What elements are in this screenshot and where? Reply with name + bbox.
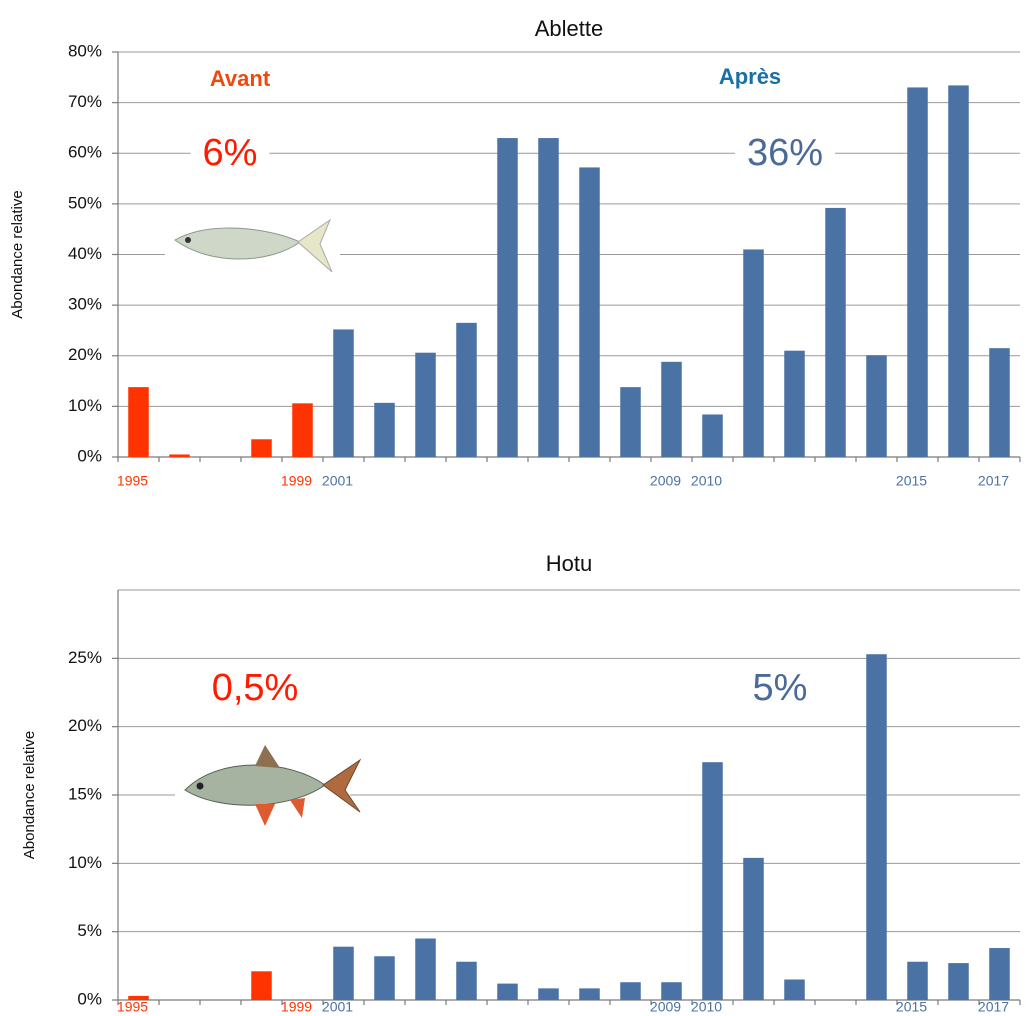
annotation: Avant (210, 66, 271, 91)
bar (415, 938, 436, 1000)
bar (620, 982, 641, 1000)
bar (702, 762, 723, 1000)
annotation: 6% (203, 132, 258, 174)
chart-title: Ablette (535, 16, 604, 41)
x-tick-label: 2001 (322, 999, 353, 1015)
x-tick-label: 2017 (978, 999, 1009, 1015)
bar (661, 361, 682, 457)
bar (825, 207, 846, 457)
annotation-background (197, 65, 283, 91)
fish-fin (255, 804, 275, 826)
bar (784, 979, 805, 1000)
bar (169, 454, 190, 457)
x-tick-label: 2015 (896, 999, 927, 1015)
bar (333, 946, 354, 1000)
x-tick-label: 1995 (117, 999, 148, 1015)
y-tick-label: 0% (77, 446, 102, 465)
y-tick-label: 70% (68, 92, 102, 111)
bar (702, 414, 723, 457)
y-tick-label: 80% (68, 41, 102, 60)
x-tick-label: 1999 (281, 999, 312, 1015)
bar (374, 402, 395, 457)
bar (497, 983, 518, 1000)
bar (907, 961, 928, 1000)
x-tick-label: 2015 (896, 473, 927, 489)
bar (948, 963, 969, 1000)
y-tick-label: 10% (68, 853, 102, 872)
annotation: 36% (747, 132, 823, 174)
bar (743, 857, 764, 1000)
annotation-background (706, 63, 794, 89)
fish-fin (255, 745, 280, 768)
fish-eye (196, 782, 204, 790)
y-tick-label: 20% (68, 716, 102, 735)
x-tick-label: 2009 (650, 999, 681, 1015)
fish-illustration (165, 205, 340, 295)
bar (743, 249, 764, 457)
y-tick-label: 50% (68, 193, 102, 212)
bar (251, 971, 272, 1000)
x-tick-label: 2001 (322, 473, 353, 489)
x-tick-label: 2017 (978, 473, 1009, 489)
y-tick-label: 30% (68, 295, 102, 314)
bar (333, 329, 354, 457)
bar (292, 403, 313, 457)
y-tick-label: 40% (68, 244, 102, 263)
x-tick-label: 1999 (281, 473, 312, 489)
bar (579, 167, 600, 458)
annotation: 5% (753, 667, 808, 709)
y-tick-label: 20% (68, 345, 102, 364)
y-tick-label: 0% (77, 989, 102, 1008)
y-tick-label: 5% (77, 921, 102, 940)
bar (866, 355, 887, 457)
annotation: 0,5% (212, 667, 299, 709)
bar (538, 138, 559, 457)
bar (456, 322, 477, 457)
y-tick-label: 15% (68, 784, 102, 803)
bar (128, 387, 149, 457)
bar (497, 138, 518, 457)
bar (415, 352, 436, 457)
fish-eye (185, 237, 191, 243)
x-tick-label: 2009 (650, 473, 681, 489)
chart-title: Hotu (546, 551, 592, 576)
annotation-background (734, 132, 836, 175)
bar (538, 988, 559, 1000)
x-tick-label: 2010 (691, 473, 722, 489)
bar (579, 988, 600, 1000)
fish-fin (290, 798, 305, 818)
x-tick-label: 1995 (117, 473, 148, 489)
annotation-background (199, 667, 311, 710)
y-tick-label: 10% (68, 396, 102, 415)
bar (989, 348, 1010, 457)
bar (661, 982, 682, 1000)
bar (251, 439, 272, 457)
bar (948, 85, 969, 457)
annotation: Après (719, 64, 781, 89)
y-axis-label: Abondance relative (9, 190, 26, 318)
fish-illustration (175, 745, 362, 835)
bar (989, 948, 1010, 1000)
bar (128, 995, 149, 1000)
bar (374, 956, 395, 1000)
y-tick-label: 60% (68, 143, 102, 162)
annotation-background (740, 667, 820, 710)
bar (456, 961, 477, 1000)
fish-tail (297, 218, 333, 273)
y-axis-label: Abondance relative (21, 731, 38, 859)
x-tick-label: 2010 (691, 999, 722, 1015)
bar (784, 350, 805, 457)
y-tick-label: 25% (68, 648, 102, 667)
fish-tail (322, 758, 362, 813)
bar (620, 387, 641, 457)
annotation-background (190, 132, 270, 175)
bar (907, 87, 928, 457)
bar (866, 654, 887, 1000)
